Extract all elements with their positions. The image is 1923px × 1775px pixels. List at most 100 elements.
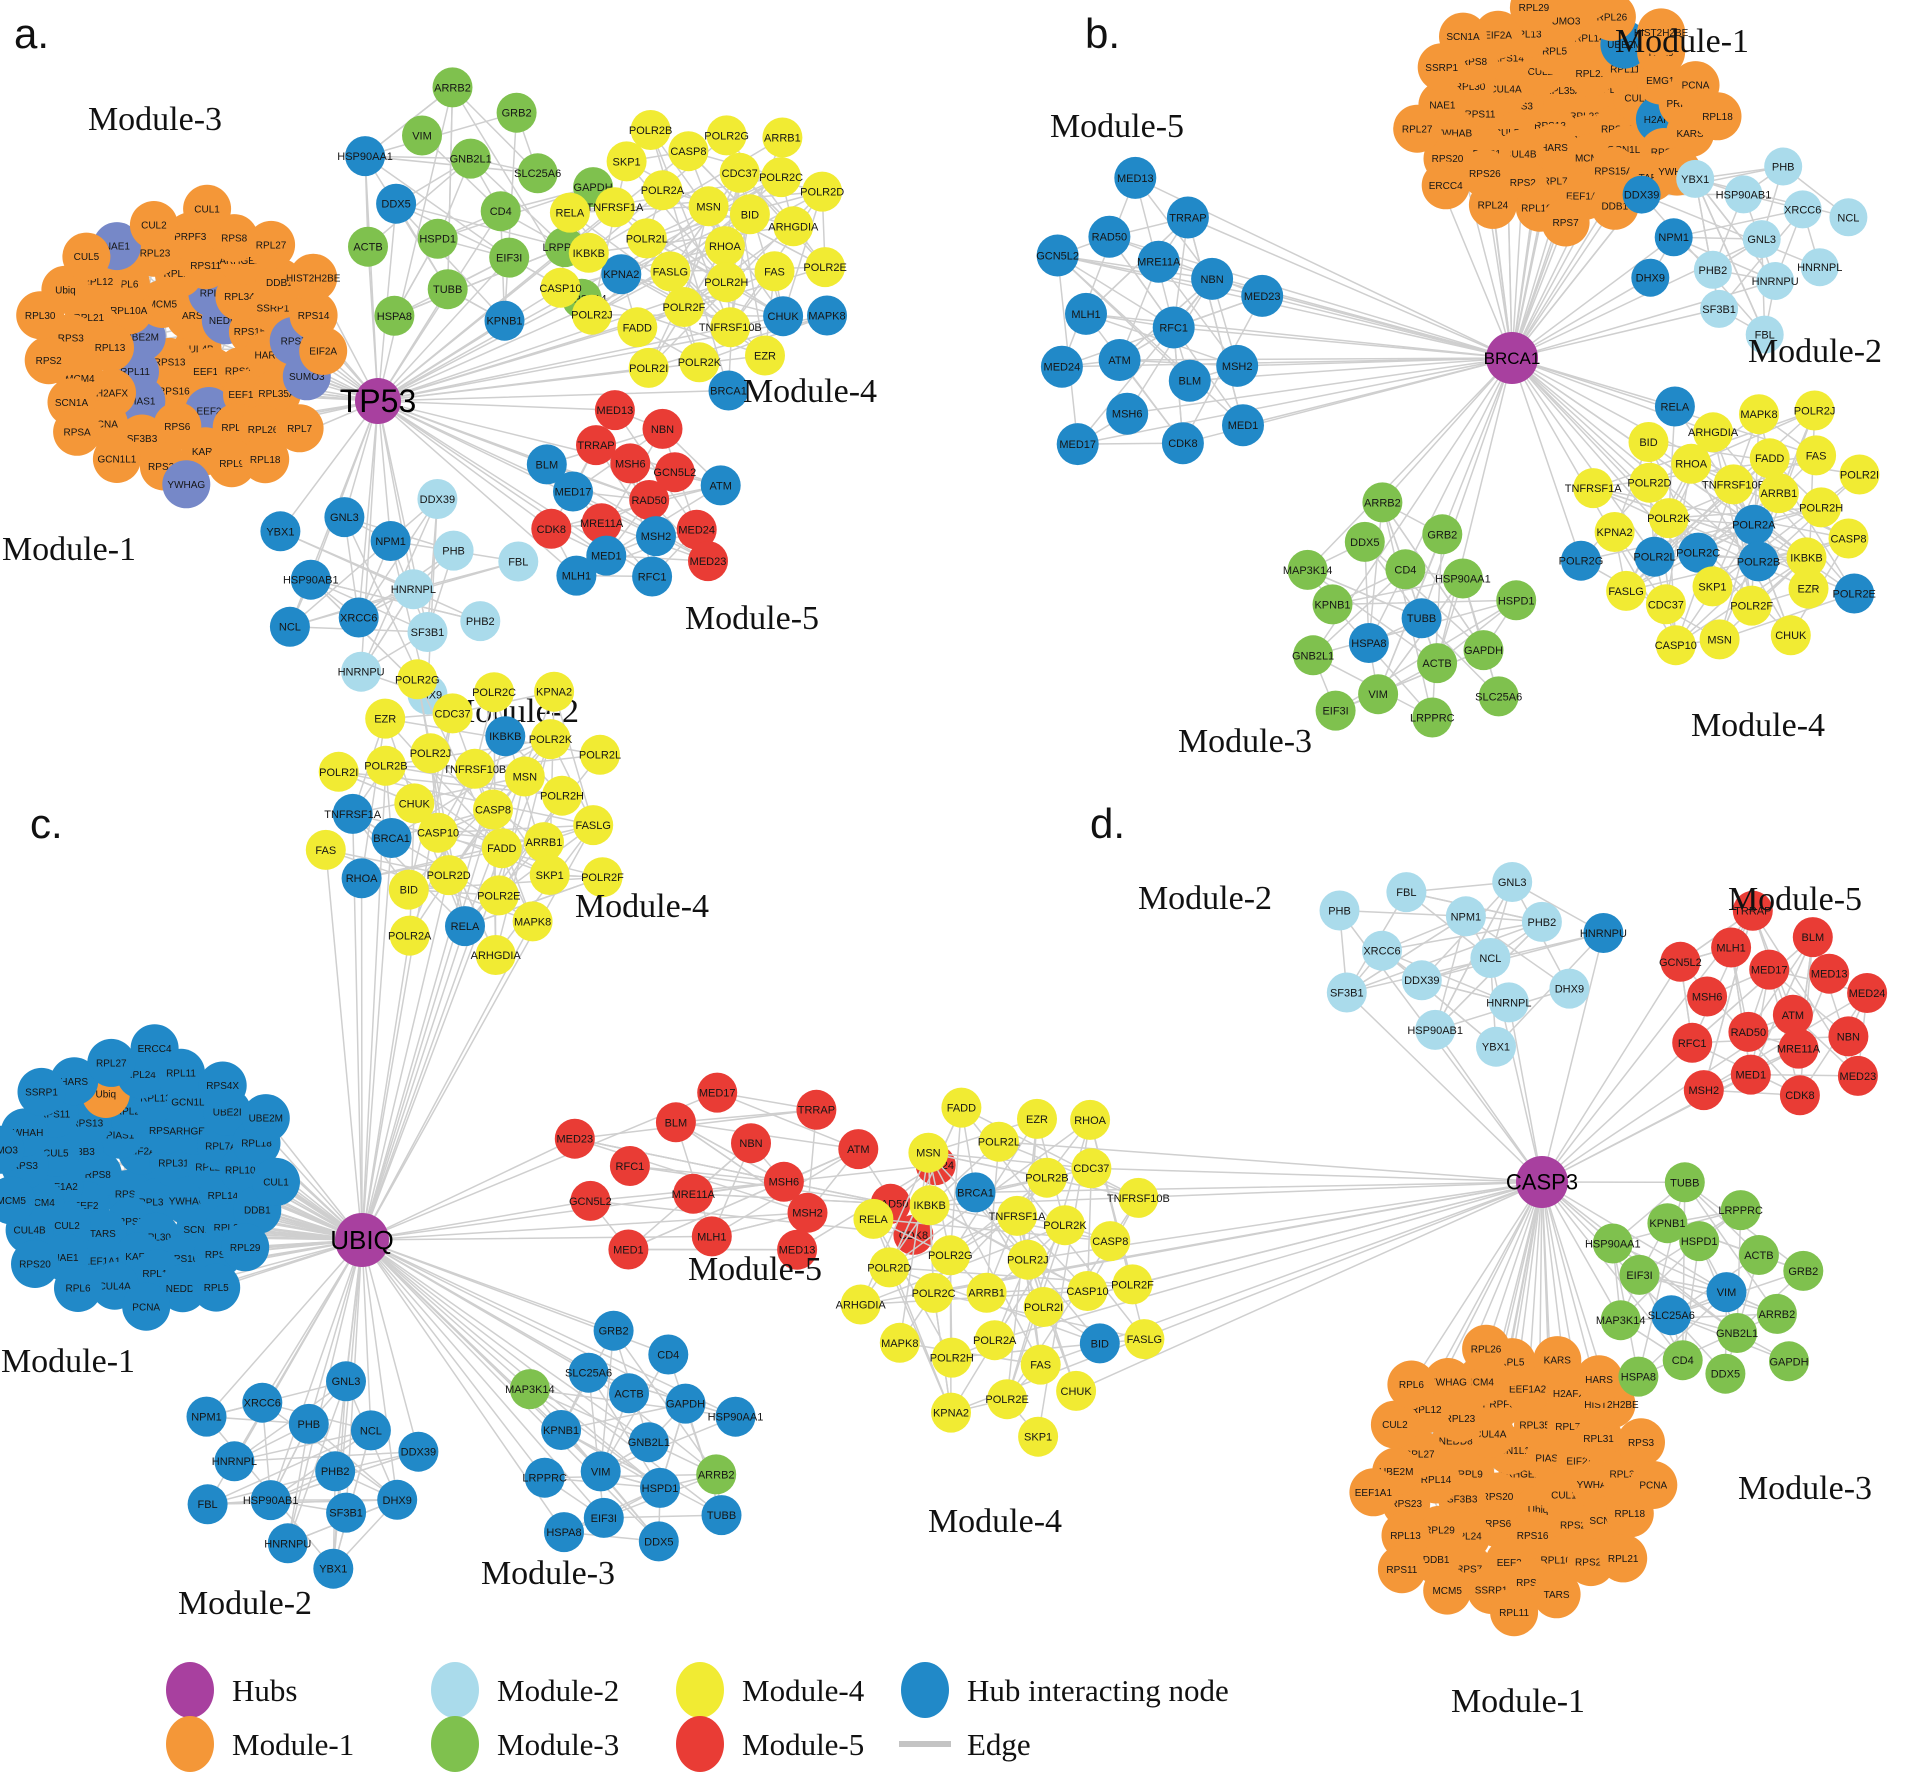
node-c-RPL29[interactable]: RPL29 bbox=[221, 1223, 270, 1272]
node-d-POLR2I[interactable]: POLR2I bbox=[1023, 1287, 1064, 1327]
node-d-HNRNPU[interactable]: HNRNPU bbox=[1580, 913, 1627, 953]
node-c-RELA[interactable]: RELA bbox=[445, 906, 485, 947]
node-c-ATM[interactable]: ATM bbox=[838, 1129, 879, 1170]
node-c-HSPA8[interactable]: HSPA8 bbox=[544, 1512, 584, 1553]
node-c-PHB[interactable]: PHB bbox=[288, 1403, 329, 1444]
node-d-KPNA2[interactable]: KPNA2 bbox=[931, 1392, 971, 1433]
node-d-RPL21[interactable]: RPL21 bbox=[1599, 1534, 1648, 1583]
node-d-FBL[interactable]: FBL bbox=[1386, 872, 1427, 913]
node-b-ARRB1[interactable]: ARRB1 bbox=[1758, 473, 1799, 514]
node-c-CD4[interactable]: CD4 bbox=[648, 1334, 689, 1375]
node-c-PHB2[interactable]: PHB2 bbox=[315, 1451, 356, 1492]
node-c-GAPDH[interactable]: GAPDH bbox=[665, 1383, 706, 1424]
node-b-RFC1[interactable]: RFC1 bbox=[1152, 306, 1195, 349]
node-d-XRCC6[interactable]: XRCC6 bbox=[1362, 930, 1402, 971]
node-a-MED23[interactable]: MED23 bbox=[688, 541, 728, 582]
node-a-BID[interactable]: BID bbox=[729, 194, 770, 235]
node-b-ARRB2[interactable]: ARRB2 bbox=[1362, 482, 1403, 523]
node-b-TUBB[interactable]: TUBB bbox=[1401, 598, 1442, 639]
node-a-RPS2[interactable]: RPS2 bbox=[24, 336, 73, 385]
node-d-VIM[interactable]: VIM bbox=[1706, 1272, 1747, 1313]
node-c-RPS20[interactable]: RPS20 bbox=[11, 1240, 59, 1288]
node-c-IKBKB[interactable]: IKBKB bbox=[485, 716, 526, 757]
node-d-KARS[interactable]: KARS bbox=[1533, 1336, 1582, 1385]
node-a-ARRB1[interactable]: ARRB1 bbox=[762, 117, 803, 158]
node-d-POLR2G[interactable]: POLR2G bbox=[928, 1235, 973, 1276]
node-c-GRB2[interactable]: GRB2 bbox=[593, 1310, 634, 1351]
node-b-CDC37[interactable]: CDC37 bbox=[1645, 584, 1686, 625]
node-b-SCN1A[interactable]: SCN1A bbox=[1439, 12, 1487, 61]
node-b-POLR2I[interactable]: POLR2I bbox=[1839, 454, 1880, 495]
node-c-CUL1[interactable]: CUL1 bbox=[252, 1157, 300, 1206]
node-b-VIM[interactable]: VIM bbox=[1358, 674, 1399, 715]
node-c-GNB2L1[interactable]: GNB2L1 bbox=[628, 1422, 670, 1463]
node-a-HSPA8[interactable]: HSPA8 bbox=[374, 295, 415, 336]
node-d-FADD[interactable]: FADD bbox=[941, 1087, 982, 1128]
node-c-TUBB[interactable]: TUBB bbox=[701, 1495, 742, 1536]
node-b-HSPA8[interactable]: HSPA8 bbox=[1348, 623, 1389, 663]
node-c-MAPK8[interactable]: MAPK8 bbox=[512, 901, 553, 942]
node-c-GNL3[interactable]: GNL3 bbox=[326, 1361, 366, 1402]
node-b-CHUK[interactable]: CHUK bbox=[1770, 615, 1811, 656]
node-b-ERCC4[interactable]: ERCC4 bbox=[1421, 161, 1470, 210]
node-d-CHUK[interactable]: CHUK bbox=[1056, 1370, 1097, 1411]
node-c-MSN[interactable]: MSN bbox=[504, 756, 545, 797]
node-c-SF3B1[interactable]: SF3B1 bbox=[326, 1492, 367, 1533]
node-c-YBX1[interactable]: YBX1 bbox=[313, 1548, 354, 1589]
node-c-POLR2B[interactable]: POLR2B bbox=[364, 745, 408, 786]
node-c-NBN[interactable]: NBN bbox=[731, 1123, 771, 1164]
node-b-EIF3I[interactable]: EIF3I bbox=[1315, 690, 1356, 731]
node-d-RPS11[interactable]: RPS11 bbox=[1377, 1545, 1426, 1594]
node-a-CDK8[interactable]: CDK8 bbox=[531, 508, 572, 549]
node-a-EIF3I[interactable]: EIF3I bbox=[489, 237, 530, 278]
node-a-CUL5[interactable]: CUL5 bbox=[62, 232, 111, 281]
node-d-MED24[interactable]: MED24 bbox=[1847, 973, 1888, 1013]
node-b-NCL[interactable]: NCL bbox=[1829, 198, 1868, 237]
node-b-POLR2L[interactable]: POLR2L bbox=[1633, 536, 1676, 577]
node-d-RFC1[interactable]: RFC1 bbox=[1672, 1022, 1713, 1063]
node-a-ARRB2[interactable]: ARRB2 bbox=[432, 67, 473, 108]
node-b-HSPD1[interactable]: HSPD1 bbox=[1496, 580, 1537, 621]
node-d-YBX1[interactable]: YBX1 bbox=[1476, 1026, 1516, 1067]
node-a-KPNB1[interactable]: KPNB1 bbox=[484, 300, 525, 341]
node-c-MSH2[interactable]: MSH2 bbox=[787, 1192, 828, 1233]
node-d-FASLG[interactable]: FASLG bbox=[1124, 1319, 1165, 1360]
node-b-EZR[interactable]: EZR bbox=[1788, 568, 1829, 609]
node-b-HNRNPL[interactable]: HNRNPL bbox=[1797, 248, 1842, 287]
node-d-RELA[interactable]: RELA bbox=[853, 1198, 894, 1239]
node-c-POLR2L[interactable]: POLR2L bbox=[579, 734, 621, 775]
node-a-CUL1[interactable]: CUL1 bbox=[183, 184, 232, 233]
node-d-BID[interactable]: BID bbox=[1079, 1323, 1120, 1364]
node-d-RPL6[interactable]: RPL6 bbox=[1387, 1360, 1436, 1409]
node-d-EZR[interactable]: EZR bbox=[1017, 1098, 1057, 1139]
node-a-MSH2[interactable]: MSH2 bbox=[636, 516, 676, 557]
node-b-SLC25A6[interactable]: SLC25A6 bbox=[1475, 676, 1522, 717]
node-c-CASP8[interactable]: CASP8 bbox=[473, 789, 513, 830]
node-a-DDX39[interactable]: DDX39 bbox=[417, 479, 458, 519]
node-a-HSPD1[interactable]: HSPD1 bbox=[417, 218, 458, 259]
node-c-BID[interactable]: BID bbox=[388, 869, 429, 910]
hub-node-CASP3[interactable]: CASP3 bbox=[1506, 1156, 1578, 1208]
node-d-ARRB2[interactable]: ARRB2 bbox=[1756, 1293, 1797, 1334]
node-a-NBN[interactable]: NBN bbox=[642, 408, 683, 449]
node-c-PCNA[interactable]: PCNA bbox=[122, 1282, 171, 1331]
node-c-DHX9[interactable]: DHX9 bbox=[377, 1479, 418, 1520]
node-c-POLR2I[interactable]: POLR2I bbox=[318, 751, 359, 792]
node-b-MSH2[interactable]: MSH2 bbox=[1216, 344, 1259, 387]
node-a-PHB2[interactable]: PHB2 bbox=[460, 601, 501, 642]
node-d-HARS[interactable]: HARS bbox=[1575, 1355, 1623, 1404]
node-b-POLR2G[interactable]: POLR2G bbox=[1559, 540, 1604, 581]
node-b-RAD50[interactable]: RAD50 bbox=[1088, 215, 1131, 258]
node-d-BLM[interactable]: BLM bbox=[1792, 917, 1833, 958]
node-c-NCL[interactable]: NCL bbox=[350, 1410, 391, 1451]
node-a-YWHAG[interactable]: YWHAG bbox=[162, 460, 211, 509]
node-c-DDX5[interactable]: DDX5 bbox=[638, 1521, 679, 1562]
node-d-EEF1A1[interactable]: EEF1A1 bbox=[1349, 1468, 1398, 1517]
node-b-MED13[interactable]: MED13 bbox=[1114, 156, 1157, 199]
node-d-ARRB1[interactable]: ARRB1 bbox=[966, 1272, 1007, 1313]
node-d-MSN[interactable]: MSN bbox=[908, 1132, 949, 1173]
node-a-POLR2E[interactable]: POLR2E bbox=[803, 247, 847, 288]
node-b-ATM[interactable]: ATM bbox=[1098, 339, 1141, 381]
node-b-DHX9[interactable]: DHX9 bbox=[1631, 258, 1670, 297]
node-d-NPM1[interactable]: NPM1 bbox=[1445, 896, 1486, 937]
